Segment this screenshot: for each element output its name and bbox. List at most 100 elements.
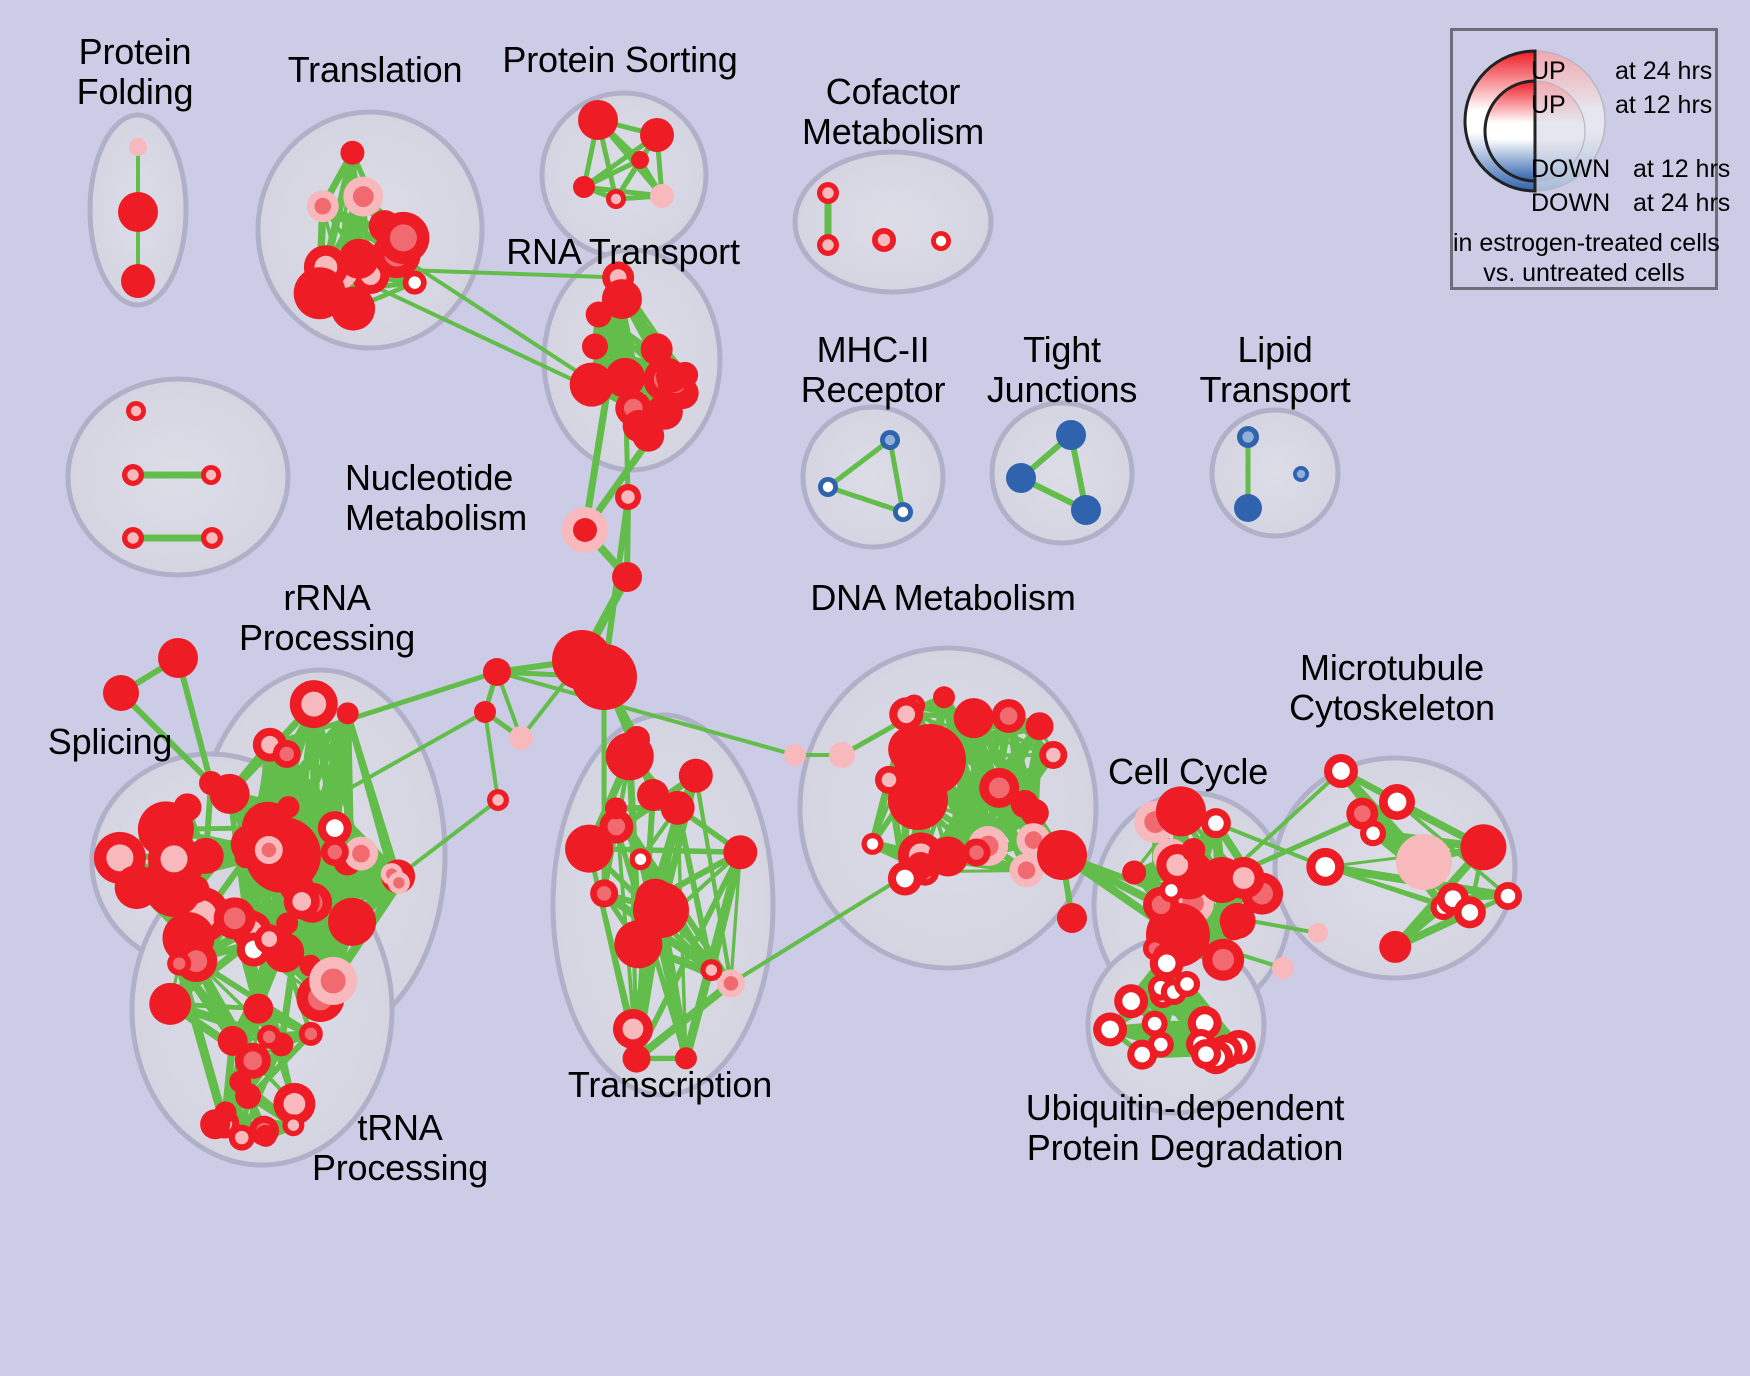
cluster-label-lipid-transport: Lipid Transport [1199, 329, 1351, 411]
node-inner-core-12hr [133, 142, 143, 152]
network-node [1056, 420, 1086, 450]
node-inner-core-12hr [1277, 962, 1289, 974]
network-node [672, 361, 699, 388]
node-inner-core-12hr [327, 844, 343, 860]
network-node [674, 1047, 697, 1070]
node-inner-core-12hr [1198, 1046, 1214, 1062]
node-inner-core-12hr [1500, 888, 1516, 904]
network-node [336, 702, 359, 725]
network-node [578, 100, 618, 140]
network-node [562, 507, 608, 553]
node-inner-core-12hr [234, 1130, 249, 1145]
network-node [817, 182, 839, 204]
node-inner-core-12hr [306, 279, 334, 307]
node-inner-core-12hr [1032, 718, 1047, 734]
network-node [243, 993, 274, 1024]
node-inner-core-12hr [611, 288, 633, 310]
network-node [1234, 494, 1262, 522]
network-edge [839, 694, 947, 758]
node-inner-core-12hr [259, 1130, 272, 1142]
node-inner-core-12hr [188, 882, 203, 897]
network-node [872, 228, 896, 252]
network-node [402, 270, 427, 295]
cluster-label-mhc-ii-receptor: MHC-II Receptor [800, 329, 946, 411]
node-inner-core-12hr [1122, 992, 1140, 1010]
network-node [581, 333, 608, 360]
cluster-label-cell-cycle: Cell Cycle [1107, 751, 1269, 792]
node-inner-core-12hr [576, 836, 602, 862]
network-node [1020, 798, 1049, 827]
node-inner-core-12hr [1366, 826, 1380, 841]
network-node [660, 790, 695, 825]
node-inner-core-12hr [634, 853, 647, 865]
network-node [126, 401, 146, 421]
node-inner-core-12hr [629, 1051, 644, 1066]
network-node [201, 527, 223, 549]
network-edge [825, 484, 906, 515]
network-node [991, 698, 1026, 733]
network-node [590, 879, 619, 908]
node-inner-core-12hr [835, 748, 849, 762]
network-node [571, 644, 637, 710]
node-inner-core-12hr [196, 846, 216, 866]
network-node [646, 393, 683, 430]
network-node [629, 848, 652, 871]
legend-box: UP at 24 hrs UP at 12 hrs DOWN at 12 hrs… [1450, 28, 1730, 290]
node-inner-core-12hr [1242, 431, 1254, 443]
network-node [829, 742, 855, 768]
network-node [277, 796, 300, 819]
node-inner-core-12hr [988, 777, 1010, 799]
node-inner-core-12hr [822, 481, 834, 493]
node-inner-core-12hr [489, 664, 505, 680]
network-node [298, 1021, 323, 1046]
network-node [1149, 946, 1184, 981]
node-inner-core-12hr [655, 189, 669, 203]
node-inner-core-12hr [1187, 843, 1200, 857]
network-node [1379, 930, 1412, 963]
node-inner-core-12hr [619, 569, 635, 585]
network-node [282, 1114, 305, 1137]
nodes [93, 100, 1522, 1151]
network-node [605, 732, 654, 781]
network-edge [118, 690, 214, 786]
network-edge [674, 804, 715, 974]
network-node [328, 897, 377, 946]
node-inner-core-12hr [408, 276, 421, 289]
node-inner-core-12hr [492, 794, 504, 806]
network-node [487, 789, 509, 811]
network-node [640, 118, 674, 152]
network-node [343, 176, 384, 217]
legend-state-3: DOWN [1531, 189, 1611, 217]
node-inner-core-12hr [241, 1089, 255, 1103]
node-inner-core-12hr [587, 109, 609, 131]
node-inner-core-12hr [514, 731, 528, 745]
network-node [306, 190, 339, 223]
network-node [149, 982, 192, 1025]
network-node [612, 562, 642, 592]
node-inner-core-12hr [1180, 977, 1194, 991]
node-inner-core-12hr [341, 297, 365, 321]
node-inner-core-12hr [731, 843, 750, 862]
network-node [158, 638, 198, 678]
network-node [340, 140, 365, 165]
network-node [254, 836, 283, 865]
network-node [234, 1042, 271, 1079]
network-node [601, 279, 642, 320]
node-inner-core-12hr [644, 888, 666, 910]
network-node [1127, 1039, 1158, 1070]
node-inner-core-12hr [1228, 911, 1248, 931]
network-node [1174, 970, 1201, 997]
network-node [911, 732, 958, 779]
cluster-label-rrna-processing: rRNA Processing [238, 577, 416, 659]
network-node [889, 697, 924, 732]
node-inner-core-12hr [393, 877, 405, 889]
node-inner-core-12hr [304, 1027, 318, 1041]
node-inner-core-12hr [621, 490, 635, 504]
legend-inner-core-half [1483, 79, 1537, 183]
node-inner-core-12hr [1045, 747, 1061, 763]
node-inner-core-12hr [1232, 867, 1255, 889]
network-node [953, 698, 994, 739]
node-inner-core-12hr [292, 892, 312, 911]
network-node [289, 680, 338, 729]
network-node [1272, 957, 1294, 979]
